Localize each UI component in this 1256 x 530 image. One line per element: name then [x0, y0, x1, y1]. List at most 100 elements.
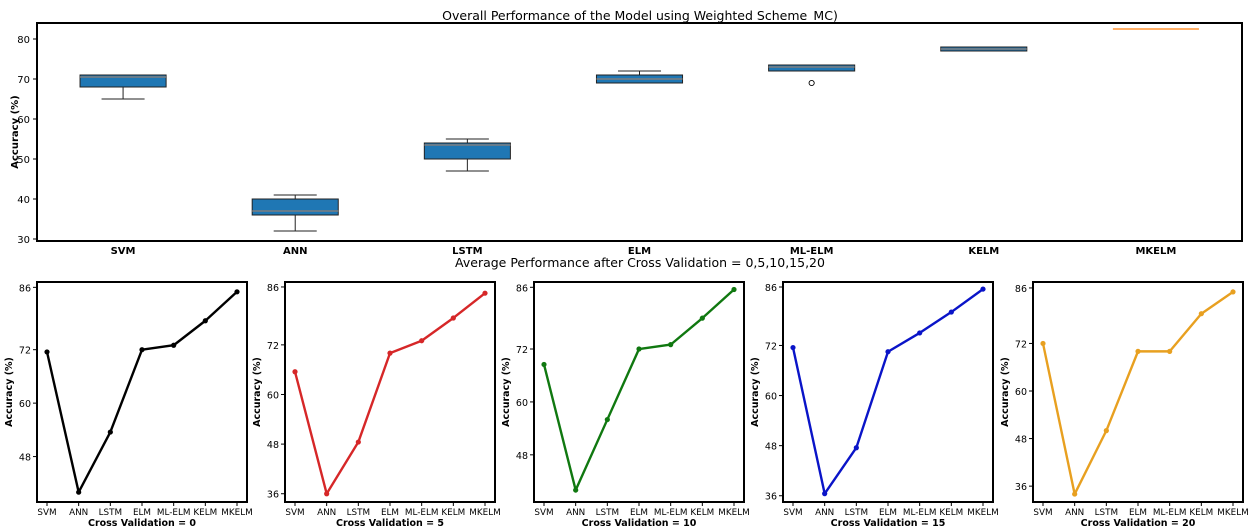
x-tick-label-elm: ELM [133, 508, 151, 518]
data-point-kelm [202, 318, 208, 324]
data-point-ml-elm [917, 330, 923, 336]
data-point-elm [885, 349, 891, 355]
line-chart-cv-3: 36 48 60 72 86 SVM ANN LSTM ELM ML-ELM KELM MKELM Cr… [750, 281, 999, 529]
data-point-ml-elm [1167, 348, 1173, 354]
data-point-ml-elm [668, 342, 674, 348]
y-axis-label: Accuracy (%) [4, 357, 15, 427]
y-tick-label-1: 48 [1015, 435, 1027, 446]
line-chart-cv-0: 48 60 72 86 SVM ANN LSTM ELM ML-ELM KELM MKELM Cros… [4, 281, 253, 529]
series-line [791, 288, 984, 495]
y-tick-label-3: 86 [19, 283, 31, 294]
x-axis-label: Cross Validation = 20 [1081, 518, 1196, 526]
data-point-mkelm [731, 286, 737, 293]
x-tick-label-kelm: KELM [441, 508, 465, 518]
x-tick-label-mkelm: MKELM [469, 508, 500, 518]
y-tick-label-2: 60 [267, 390, 279, 401]
data-point-ml-elm [419, 338, 425, 344]
data-point-ann [573, 487, 579, 493]
plot-frame [1032, 281, 1244, 503]
x-tick-label-ml-elm: ML-ELM [157, 508, 191, 518]
data-point-svm [1040, 340, 1046, 347]
y-tick-label-3: 72 [1015, 339, 1027, 350]
x-tick-label-elm: ELM [630, 508, 648, 518]
data-point-kelm [948, 309, 954, 315]
data-point-mkelm [1230, 289, 1236, 295]
y-tick-label-0: 48 [19, 453, 31, 464]
x-tick-label-elm: ELM [879, 508, 897, 518]
box-ann [251, 194, 339, 232]
series-line [293, 292, 486, 495]
data-point-svm [541, 361, 547, 368]
y-tick-label-4: 86 [1015, 284, 1027, 295]
data-point-elm [387, 350, 393, 356]
x-tick-label-lstm: LSTM [452, 246, 482, 257]
y-tick-label-1: 48 [765, 442, 777, 453]
box-iqr [423, 142, 511, 160]
x-tick-label-lstm: LSTM [99, 508, 122, 518]
x-tick-label-mkelm: MKELM [967, 508, 998, 518]
y-tick-label-4: 86 [765, 283, 777, 294]
x-tick-label-mkelm: MKELM [221, 508, 252, 518]
cross-validation-suptitle: Average Performance after Cross Validati… [455, 255, 825, 270]
data-point-lstm [355, 439, 361, 445]
box-lstm [423, 138, 511, 172]
y-tick-label-3: 86 [516, 283, 528, 294]
x-axis-label: Cross Validation = 5 [336, 518, 444, 526]
series-line [1041, 290, 1234, 496]
y-tick-label-2: 72 [516, 345, 528, 356]
data-point-ann [1072, 491, 1078, 497]
y-tick-label-1: 60 [516, 398, 528, 409]
y-tick-label-1: 60 [19, 399, 31, 410]
x-tick-label-ann: ANN [283, 246, 307, 257]
data-point-ann [76, 489, 82, 495]
plot-frame [36, 281, 248, 503]
x-tick-label-elm: ELM [628, 246, 651, 257]
x-tick-label-ml-elm: ML-ELM [903, 508, 937, 518]
y-tick-label-1: 40 [17, 195, 30, 206]
y-tick-label-0: 36 [765, 492, 777, 503]
x-tick-label-lstm: LSTM [845, 508, 868, 518]
box-ml-elm [768, 64, 856, 87]
box-iqr [251, 198, 339, 216]
data-point-mkelm [980, 286, 986, 292]
data-point-elm [636, 346, 642, 352]
y-tick-label-4: 70 [17, 75, 30, 86]
box-chart-frame [36, 22, 1243, 242]
x-tick-label-kelm: KELM [1189, 508, 1213, 518]
x-tick-label-kelm: KELM [193, 508, 217, 518]
plot-frame [284, 281, 496, 503]
x-tick-label-kelm: KELM [939, 508, 963, 518]
x-tick-label-kelm: KELM [690, 508, 714, 518]
x-tick-label-mkelm: MKELM [1135, 246, 1176, 257]
data-point-svm [790, 344, 796, 351]
data-point-svm [292, 369, 298, 375]
x-tick-label-ann: ANN [69, 508, 88, 518]
x-axis-label: Cross Validation = 15 [831, 518, 946, 526]
x-tick-label-mkelm: MKELM [718, 508, 749, 518]
data-point-mkelm [234, 289, 240, 295]
y-tick-label-0: 48 [516, 451, 528, 462]
x-tick-label-svm: SVM [111, 246, 136, 257]
outlier-0 [808, 79, 815, 87]
data-point-lstm [853, 445, 859, 451]
x-tick-label-mkelm: MKELM [1217, 508, 1248, 518]
data-point-lstm [107, 429, 113, 435]
x-tick-label-ann: ANN [566, 508, 585, 518]
series-line [542, 288, 735, 492]
x-tick-label-ann: ANN [1065, 508, 1084, 518]
x-tick-label-ml-elm: ML-ELM [1153, 508, 1187, 518]
y-axis-label: Accuracy (%) [10, 95, 21, 168]
x-tick-label-lstm: LSTM [347, 508, 370, 518]
data-point-svm [44, 349, 50, 355]
line-chart-cv-1: 36 48 60 72 86 SVM ANN LSTM ELM ML-ELM KELM MKELM Cr… [252, 281, 501, 529]
y-tick-label-3: 72 [267, 341, 279, 352]
plot-frame [782, 281, 994, 503]
data-point-kelm [450, 315, 456, 321]
y-tick-label-5: 80 [17, 35, 30, 46]
x-tick-label-kelm: KELM [968, 246, 999, 257]
y-axis-label: Accuracy (%) [750, 357, 761, 427]
box-iqr [79, 74, 167, 88]
x-tick-label-ann: ANN [317, 508, 336, 518]
x-tick-label-ann: ANN [815, 508, 834, 518]
